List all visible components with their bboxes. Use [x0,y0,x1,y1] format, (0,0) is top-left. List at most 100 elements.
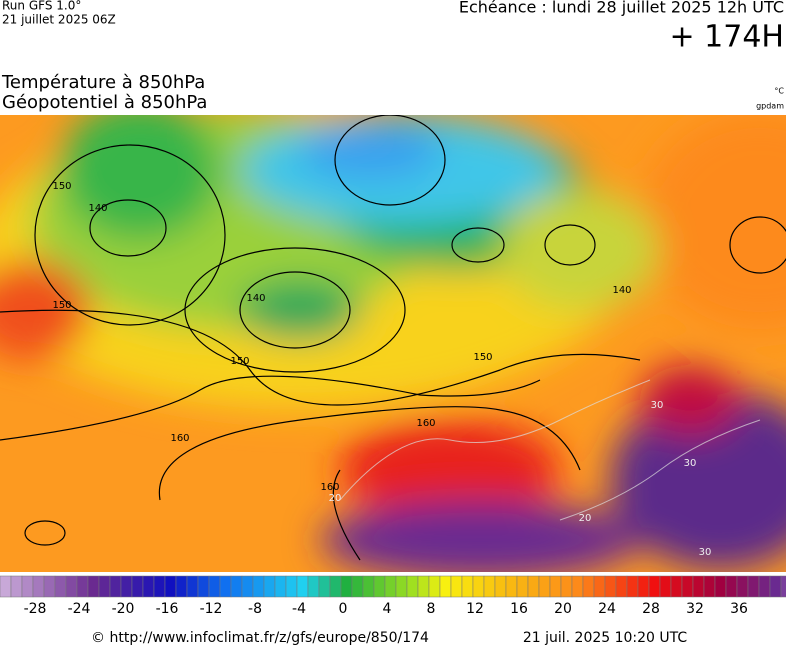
color-swatch [43,575,56,598]
color-swatch [450,575,463,598]
legend-tick-label: -24 [68,601,91,617]
legend-tick-label: -4 [292,601,306,617]
color-swatch [615,575,628,598]
color-swatch [32,575,45,598]
map [0,115,786,572]
color-swatch [296,575,309,598]
legend-tick-label: -28 [24,601,47,617]
color-swatch [769,575,782,598]
lead-time: + 174H [670,20,785,55]
legend-tick-label: 32 [686,601,704,617]
color-swatch [714,575,727,598]
color-swatch [549,575,562,598]
contour-label: 160 [170,433,189,444]
color-swatch [571,575,584,598]
color-swatch [428,575,441,598]
color-swatch [681,575,694,598]
legend-tick-label: 12 [466,601,484,617]
color-swatch [417,575,430,598]
color-swatch [637,575,650,598]
contour-label: 160 [416,418,435,429]
contour-label: 140 [612,285,631,296]
title-temperature: Température à 850hPa [1,72,205,93]
color-swatch [406,575,419,598]
color-swatch [21,575,34,598]
color-swatch [395,575,408,598]
color-swatch [725,575,738,598]
contour-label: 150 [52,300,71,311]
run: Run GFS 1.0° [2,0,81,13]
color-swatch [439,575,452,598]
legend-tick-label: -20 [112,601,135,617]
color-swatch [175,575,188,598]
contour-label: 150 [52,181,71,192]
color-swatch [780,575,786,598]
contour-label: 30 [651,400,664,411]
contour-label: 140 [88,203,107,214]
color-swatch [252,575,265,598]
color-swatch [472,575,485,598]
color-swatch [164,575,177,598]
color-swatch [736,575,749,598]
color-swatch [87,575,100,598]
legend-tick-label: -8 [248,601,262,617]
color-swatch [692,575,705,598]
color-swatch [538,575,551,598]
color-swatch [318,575,331,598]
legend-tick-label: 4 [383,601,392,617]
color-swatch [582,575,595,598]
legend-tick-label: 36 [730,601,748,617]
color-swatch [494,575,507,598]
color-swatch [604,575,617,598]
legend-tick-label: -16 [156,601,179,617]
color-swatch [626,575,639,598]
legend-tick-label: 28 [642,601,660,617]
color-swatch [659,575,672,598]
color-swatch [241,575,254,598]
color-swatch [197,575,210,598]
color-swatch [186,575,199,598]
color-swatch [703,575,716,598]
run-date: 21 juillet 2025 06Z [2,13,116,27]
color-swatch [560,575,573,598]
color-swatch [0,575,12,598]
contour-label: 150 [473,352,492,363]
color-swatch [263,575,276,598]
color-swatch [208,575,221,598]
contour-label: 20 [579,513,592,524]
color-swatch [461,575,474,598]
color-swatch [219,575,232,598]
color-swatch [120,575,133,598]
unit-geopotential: gpdam [756,102,784,111]
unit-temperature: °C [774,87,784,96]
color-swatch [54,575,67,598]
color-swatch [483,575,496,598]
color-swatch [285,575,298,598]
color-swatch [142,575,155,598]
legend-tick-label: 20 [554,601,572,617]
generated-time: 21 juil. 2025 10:20 UTC [523,630,688,646]
color-swatch [98,575,111,598]
color-swatch [274,575,287,598]
color-swatch [329,575,342,598]
color-swatch [230,575,243,598]
contour-label: 20 [329,493,342,504]
color-swatch [758,575,771,598]
color-legend: -28 -24 -20 -16 -12 -8 -4 0 4 8 12 16 20 24 28 32 36 [0,575,786,617]
title-geopotential: Géopotentiel à 850hPa [2,92,207,113]
color-swatch [65,575,78,598]
contour-label: 30 [684,458,697,469]
legend-tick-label: -12 [200,601,223,617]
color-swatch [10,575,23,598]
color-swatch [307,575,320,598]
color-swatch [527,575,540,598]
valid-time: Echéance : lundi 28 juillet 2025 12h UTC [459,0,784,17]
color-swatch [153,575,166,598]
color-swatch [362,575,375,598]
color-swatch [747,575,760,598]
color-swatch [109,575,122,598]
color-swatch [516,575,529,598]
source-url[interactable]: © http://www.infoclimat.fr/z/gfs/europe/… [91,630,429,646]
contour-label: 140 [246,293,265,304]
